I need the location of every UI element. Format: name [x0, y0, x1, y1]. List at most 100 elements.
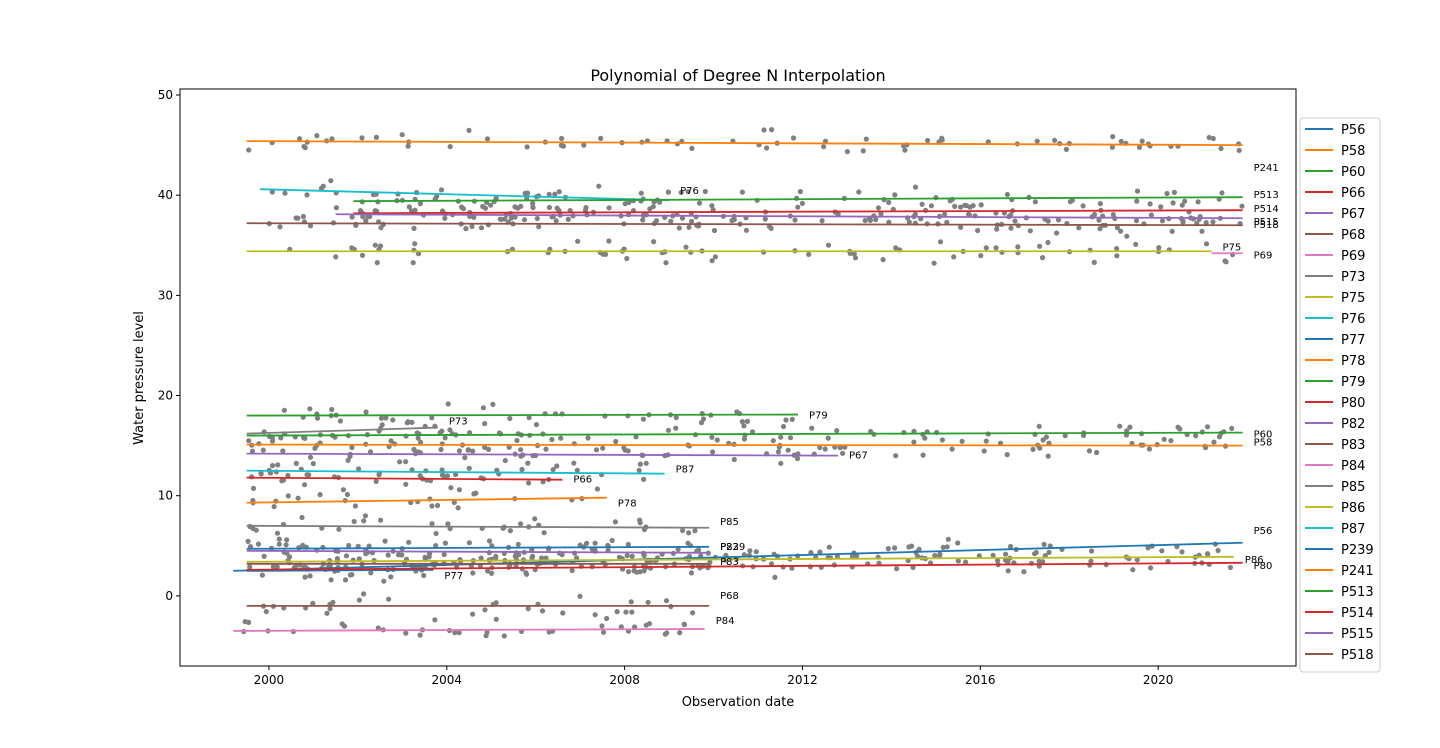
- observation-point: [612, 519, 619, 525]
- observation-point: [854, 553, 860, 559]
- observation-point: [411, 446, 417, 452]
- observation-point: [552, 191, 558, 197]
- observation-point: [433, 530, 439, 537]
- observation-point: [1097, 201, 1103, 207]
- series-end-label-p73: P73: [449, 417, 468, 428]
- observation-point: [412, 241, 418, 247]
- observation-point: [1170, 200, 1176, 206]
- observation-point: [1193, 433, 1199, 439]
- observation-point: [485, 568, 491, 574]
- legend-label-p87: P87: [1341, 522, 1365, 537]
- observation-point: [944, 219, 950, 225]
- observation-point: [312, 445, 318, 451]
- observation-point: [328, 577, 334, 583]
- observation-point: [368, 570, 374, 576]
- observation-point: [983, 245, 989, 251]
- observation-point: [269, 189, 275, 195]
- observation-point: [378, 517, 384, 523]
- observation-point: [310, 600, 316, 607]
- observation-point: [438, 446, 444, 453]
- observation-point: [1055, 217, 1062, 223]
- observation-point: [540, 479, 546, 485]
- x-tick-label: 2012: [787, 673, 818, 687]
- series-end-label-p76: P76: [680, 186, 699, 197]
- legend: P56 P58 P60 P66 P67 P68 P69 P73 P75 P76 P77 P78 P79 P…: [1299, 117, 1381, 673]
- observation-point: [696, 200, 703, 206]
- observation-point: [518, 447, 524, 453]
- observation-point: [1005, 568, 1011, 574]
- observation-point: [521, 217, 528, 223]
- observation-point: [301, 143, 307, 150]
- observation-point: [835, 211, 841, 217]
- observation-point: [484, 136, 491, 142]
- observation-point: [565, 216, 571, 222]
- observation-point: [501, 633, 507, 639]
- observation-point: [524, 144, 530, 150]
- series-end-label-p75: P75: [1223, 242, 1242, 253]
- observation-point: [445, 521, 451, 527]
- observation-point: [885, 546, 891, 552]
- observation-point: [825, 242, 832, 248]
- observation-point: [514, 437, 520, 444]
- observation-point: [330, 599, 336, 606]
- observation-point: [911, 439, 917, 445]
- observation-point: [675, 546, 681, 553]
- observation-point: [794, 455, 801, 462]
- observation-point: [363, 218, 369, 224]
- y-axis: 0 10 20 30 40 50: [158, 88, 180, 603]
- observation-point: [374, 260, 380, 266]
- series-end-label-p79: P79: [809, 411, 828, 422]
- observation-point: [466, 540, 472, 546]
- observation-point: [910, 564, 916, 571]
- legend-label-p79: P79: [1341, 375, 1365, 390]
- observation-point: [677, 630, 683, 636]
- observation-point: [902, 147, 908, 153]
- observation-point: [734, 409, 740, 415]
- observation-point: [375, 625, 381, 631]
- observation-point: [741, 436, 748, 442]
- legend-label-p241: P241: [1341, 564, 1374, 579]
- observation-point: [952, 203, 958, 209]
- observation-point: [421, 572, 427, 579]
- series-line-p86: [246, 555, 1234, 563]
- observation-point: [385, 552, 391, 558]
- observation-point: [834, 553, 841, 560]
- observation-point: [638, 190, 644, 196]
- observation-point: [1088, 558, 1094, 564]
- observation-point: [403, 459, 409, 465]
- observation-point: [381, 578, 387, 584]
- observation-point: [405, 143, 411, 149]
- series-end-label-p514: P514: [1254, 204, 1279, 215]
- observation-point: [336, 526, 342, 532]
- observation-point: [508, 215, 514, 221]
- y-tick-label: 40: [158, 188, 173, 202]
- observation-point: [337, 418, 343, 424]
- observation-point: [349, 245, 355, 251]
- observation-point: [825, 435, 831, 441]
- series-line-p87: [246, 469, 665, 475]
- x-axis-label: Observation date: [682, 695, 795, 710]
- observation-point: [640, 416, 647, 422]
- observation-point: [525, 190, 531, 196]
- observation-point: [817, 444, 823, 451]
- observation-point: [539, 555, 545, 561]
- observation-point: [1036, 423, 1042, 429]
- observation-point: [806, 251, 812, 257]
- observation-point: [559, 135, 565, 142]
- y-tick-label: 0: [165, 589, 173, 603]
- legend-label-p73: P73: [1341, 270, 1365, 285]
- observation-point: [473, 490, 479, 496]
- observation-point: [1096, 217, 1102, 223]
- observation-point: [399, 132, 405, 138]
- observation-point: [558, 435, 564, 441]
- observation-point: [250, 485, 257, 491]
- observation-point: [261, 553, 267, 559]
- series-end-label-p66: P66: [573, 475, 592, 486]
- observation-point: [641, 568, 647, 574]
- observation-point: [519, 466, 525, 473]
- series-line-p239: [246, 545, 710, 550]
- observation-point: [958, 204, 964, 210]
- observation-point: [875, 205, 882, 211]
- observation-point: [1117, 423, 1123, 429]
